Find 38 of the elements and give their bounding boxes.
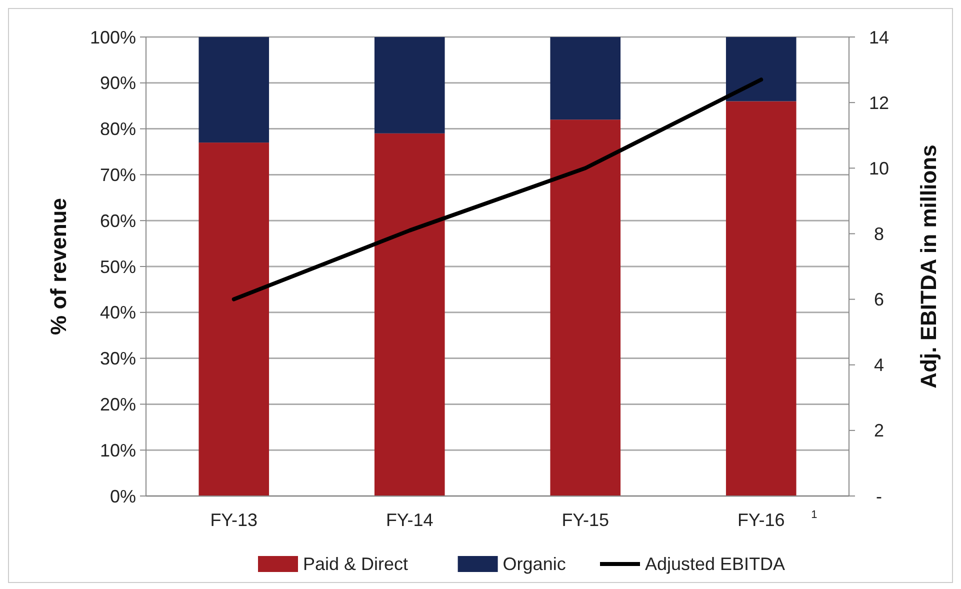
x-tick-label: FY-15 [562, 510, 610, 530]
bar [550, 120, 621, 496]
y-tick-label: 30% [100, 348, 136, 369]
bar [550, 37, 621, 120]
bar [374, 37, 445, 134]
y2-tick-label: 2 [874, 420, 884, 441]
y2-axis-title: Adj. EBITDA in millions [916, 144, 941, 388]
x-tick-label: FY-14 [386, 510, 434, 530]
y2-tick-label: 12 [868, 92, 890, 113]
y-tick-label: 50% [100, 256, 136, 277]
bar [198, 37, 270, 143]
legend-label: Paid & Direct [303, 554, 408, 574]
bar [726, 37, 796, 102]
y2-tick-label: 4 [874, 355, 884, 376]
y2-tick-label: 14 [868, 27, 890, 48]
y-tick-label: 100% [90, 27, 136, 48]
y-tick-label: 40% [100, 302, 136, 323]
y2-tick-label: 6 [874, 290, 884, 310]
y2-tick-label: 8 [874, 224, 884, 244]
text: 1 [811, 509, 818, 521]
bar [198, 142, 270, 496]
bar [726, 101, 796, 496]
y-tick-label: 60% [100, 210, 136, 231]
bar [374, 133, 445, 496]
y2-tick-label: 10 [868, 158, 890, 178]
y-tick-label: 0% [110, 486, 136, 506]
y-axis-title: % of revenue [46, 198, 71, 335]
x-tick-label: FY-16 [737, 510, 785, 530]
legend-label: Adjusted EBITDA [645, 554, 786, 574]
x-tick-label: FY-13 [210, 510, 258, 530]
y-tick-label: 90% [100, 73, 136, 94]
y-tick-label: 70% [100, 165, 136, 185]
legend-label: Organic [502, 554, 566, 574]
line-series [232, 78, 764, 302]
y-tick-label: 10% [100, 440, 136, 460]
y2-tick-label: - [876, 486, 882, 506]
y-tick-label: 20% [100, 394, 136, 414]
y-tick-label: 80% [100, 119, 136, 140]
